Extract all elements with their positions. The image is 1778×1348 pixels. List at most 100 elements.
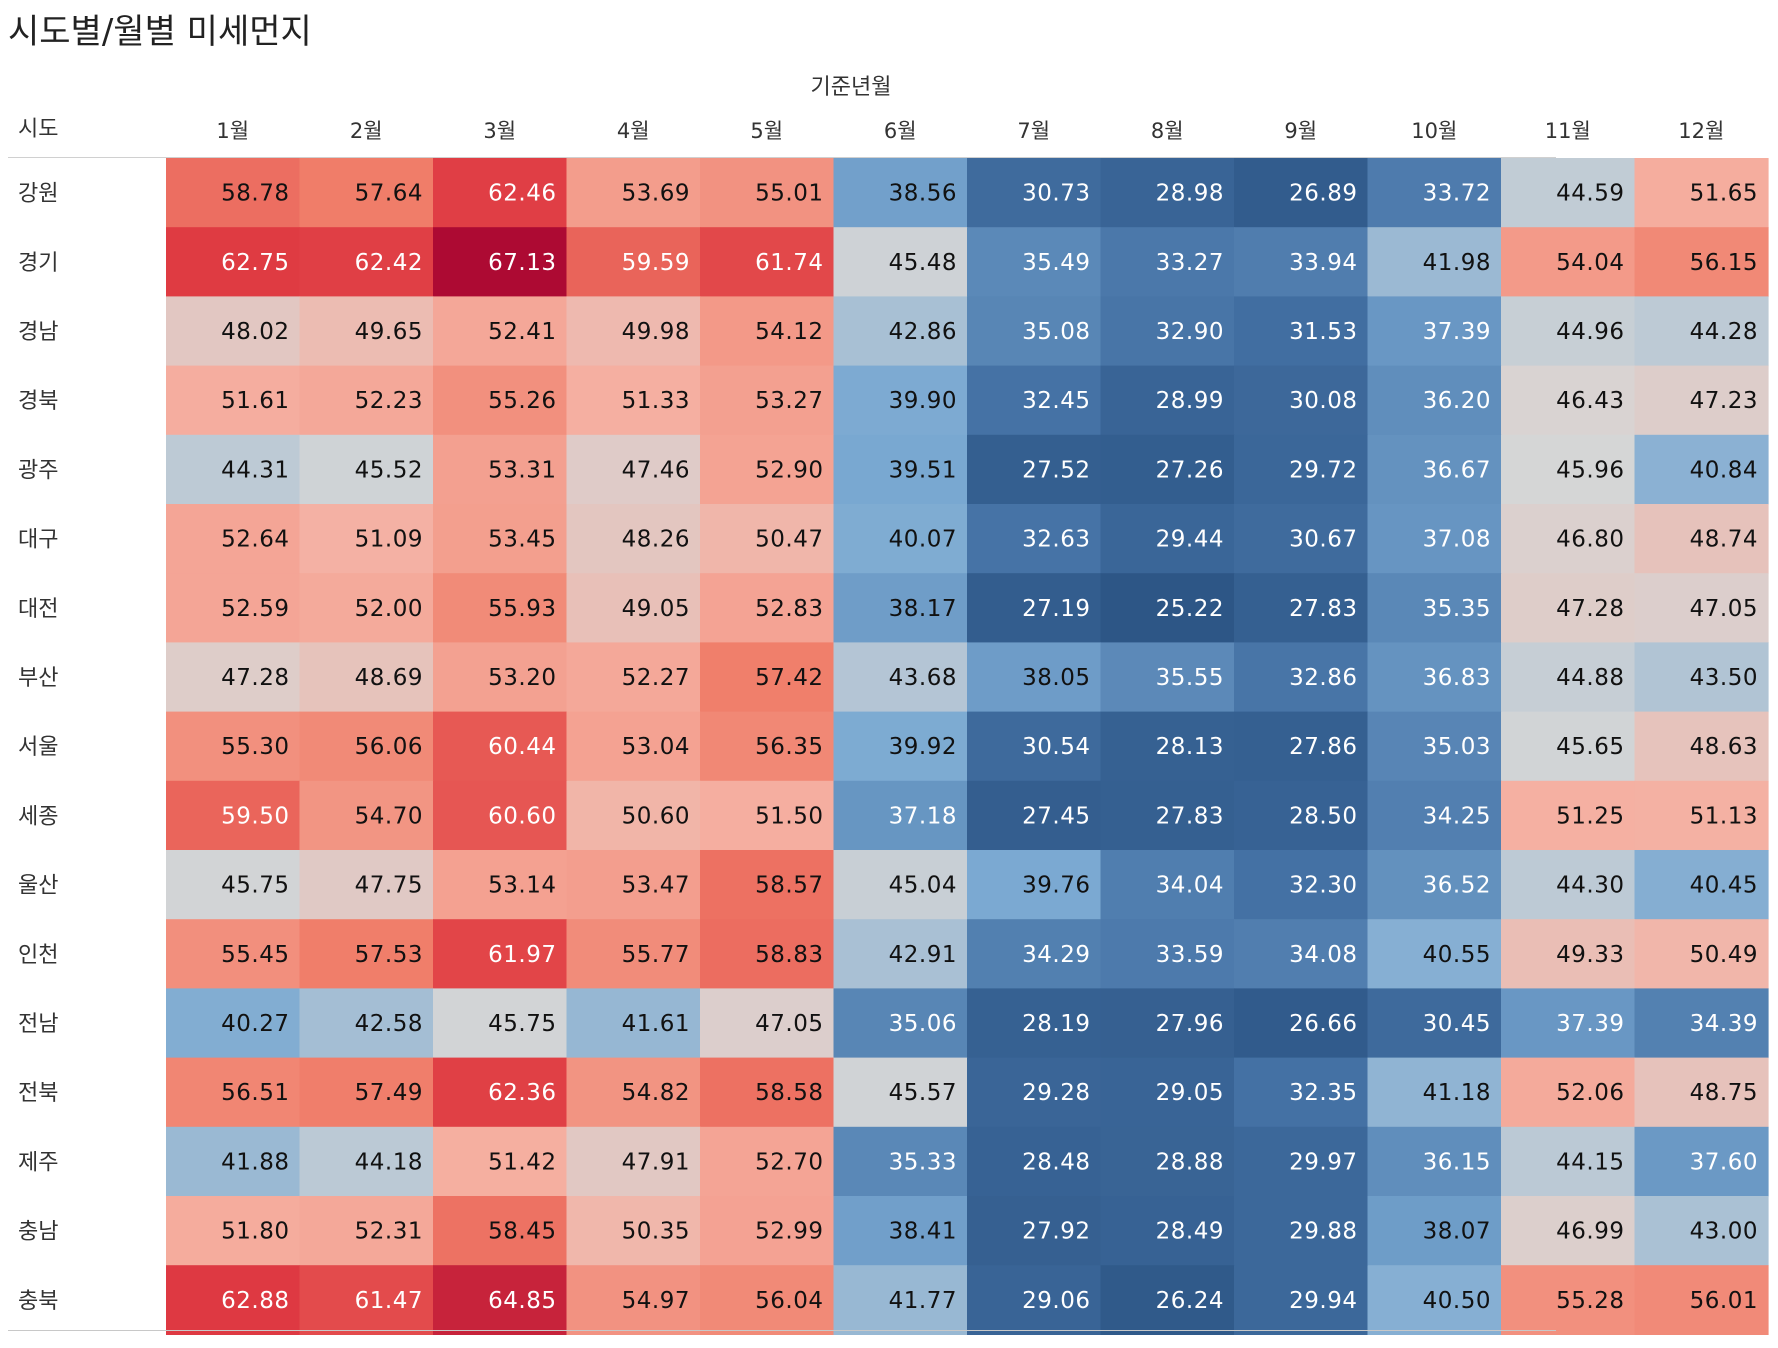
heatmap-cell xyxy=(833,988,968,1059)
cell-value-label: 29.28 xyxy=(1022,1080,1090,1106)
heatmap-cell xyxy=(1100,1057,1235,1128)
cell-value-label: 53.69 xyxy=(622,181,690,207)
cell-value-label: 67.13 xyxy=(488,250,556,276)
heatmap-cell xyxy=(299,365,434,436)
heatmap-cell xyxy=(1100,988,1235,1059)
cell-value-label: 32.90 xyxy=(1156,319,1224,345)
heatmap-cell xyxy=(433,296,568,367)
cell-value-label: 39.51 xyxy=(889,457,957,483)
header-divider xyxy=(8,157,1556,158)
heatmap-cell xyxy=(299,1057,434,1128)
cell-value-label: 52.00 xyxy=(355,596,423,622)
cell-value-label: 55.30 xyxy=(221,734,289,760)
cell-value-label: 45.75 xyxy=(221,873,289,899)
cell-value-label: 29.06 xyxy=(1022,1288,1090,1314)
cell-value-label: 47.05 xyxy=(755,1011,823,1037)
cell-value-label: 28.99 xyxy=(1156,388,1224,414)
cell-value-label: 28.48 xyxy=(1022,1149,1090,1175)
cell-value-label: 45.52 xyxy=(355,457,423,483)
heatmap-cell xyxy=(1100,504,1235,574)
cell-value-label: 51.09 xyxy=(355,527,423,553)
heatmap-cell xyxy=(1100,573,1235,643)
heatmap-cell xyxy=(700,850,835,920)
cell-value-label: 33.59 xyxy=(1156,942,1224,968)
cell-value-label: 56.04 xyxy=(755,1288,823,1314)
heatmap-cell xyxy=(967,573,1102,643)
cell-value-label: 36.52 xyxy=(1423,873,1491,899)
cell-value-label: 52.31 xyxy=(355,1219,423,1245)
cell-value-label: 28.49 xyxy=(1156,1219,1224,1245)
heatmap-cell xyxy=(433,988,568,1059)
heatmap-cell xyxy=(1100,158,1235,228)
heatmap-cell xyxy=(1234,573,1369,643)
cell-value-label: 37.39 xyxy=(1423,319,1491,345)
cell-value-label: 29.94 xyxy=(1289,1288,1357,1314)
cell-value-label: 38.41 xyxy=(889,1219,957,1245)
heatmap-cell xyxy=(833,1057,968,1128)
cell-value-label: 57.49 xyxy=(355,1080,423,1106)
cell-value-label: 48.69 xyxy=(355,665,423,691)
cell-value-label: 33.72 xyxy=(1423,181,1491,207)
heatmap-cell xyxy=(1367,919,1502,989)
heatmap-cell xyxy=(833,1265,968,1335)
cell-value-label: 46.99 xyxy=(1556,1219,1624,1245)
cell-value-label: 44.18 xyxy=(355,1149,423,1175)
cell-value-label: 53.27 xyxy=(755,388,823,414)
cell-value-label: 26.24 xyxy=(1156,1288,1224,1314)
cell-value-label: 48.63 xyxy=(1690,734,1758,760)
heatmap-cell xyxy=(1234,642,1369,713)
cell-value-label: 44.15 xyxy=(1556,1149,1624,1175)
column-header: 1월 xyxy=(216,119,249,143)
heatmap-cell xyxy=(433,434,568,505)
cell-value-label: 45.75 xyxy=(488,1011,556,1037)
heatmap-cell xyxy=(166,573,301,643)
cell-value-label: 50.47 xyxy=(755,527,823,553)
cell-value-label: 32.35 xyxy=(1289,1080,1357,1106)
cell-value-label: 58.83 xyxy=(755,942,823,968)
cell-value-label: 32.86 xyxy=(1289,665,1357,691)
cell-value-label: 35.49 xyxy=(1022,250,1090,276)
heatmap-cell xyxy=(1234,434,1369,505)
cell-value-label: 52.99 xyxy=(755,1219,823,1245)
heatmap-cell xyxy=(1100,1126,1235,1197)
heatmap-cell xyxy=(1100,227,1235,297)
heatmap-cell xyxy=(299,919,434,989)
heatmap-cell xyxy=(299,434,434,505)
cell-value-label: 47.46 xyxy=(622,457,690,483)
cell-value-label: 41.88 xyxy=(221,1149,289,1175)
cell-value-label: 29.88 xyxy=(1289,1219,1357,1245)
cell-value-label: 45.65 xyxy=(1556,734,1624,760)
cell-value-label: 53.47 xyxy=(622,873,690,899)
cell-value-label: 52.70 xyxy=(755,1149,823,1175)
heatmap-cell xyxy=(1367,296,1502,367)
heatmap-cell xyxy=(833,296,968,367)
cell-value-label: 55.93 xyxy=(488,596,556,622)
row-header: 광주 xyxy=(18,458,58,483)
heatmap-cell xyxy=(700,573,835,643)
row-header: 경남 xyxy=(18,320,58,345)
heatmap-cell xyxy=(700,296,835,367)
cell-value-label: 56.51 xyxy=(221,1080,289,1106)
heatmap-cell xyxy=(967,850,1102,920)
heatmap-cell xyxy=(1100,850,1235,920)
cell-value-label: 43.50 xyxy=(1690,665,1758,691)
cell-value-label: 36.83 xyxy=(1423,665,1491,691)
heatmap-cell xyxy=(700,1196,835,1266)
heatmap-cell xyxy=(166,1126,301,1197)
cell-value-label: 40.50 xyxy=(1423,1288,1491,1314)
cell-value-label: 54.82 xyxy=(622,1080,690,1106)
heatmap-cell xyxy=(566,711,701,782)
heatmap-cell xyxy=(1501,504,1636,574)
heatmap-cell xyxy=(1501,158,1636,228)
row-header: 인천 xyxy=(18,943,58,968)
heatmap-cell xyxy=(1634,642,1769,713)
heatmap-cell xyxy=(700,227,835,297)
cell-value-label: 35.06 xyxy=(889,1011,957,1037)
cell-value-label: 35.35 xyxy=(1423,596,1491,622)
cell-value-label: 59.50 xyxy=(221,803,289,829)
cell-value-label: 45.96 xyxy=(1556,457,1624,483)
heatmap-cell xyxy=(166,1057,301,1128)
heatmap-cell xyxy=(1234,919,1369,989)
cell-value-label: 59.59 xyxy=(622,250,690,276)
row-header: 충북 xyxy=(18,1289,58,1314)
